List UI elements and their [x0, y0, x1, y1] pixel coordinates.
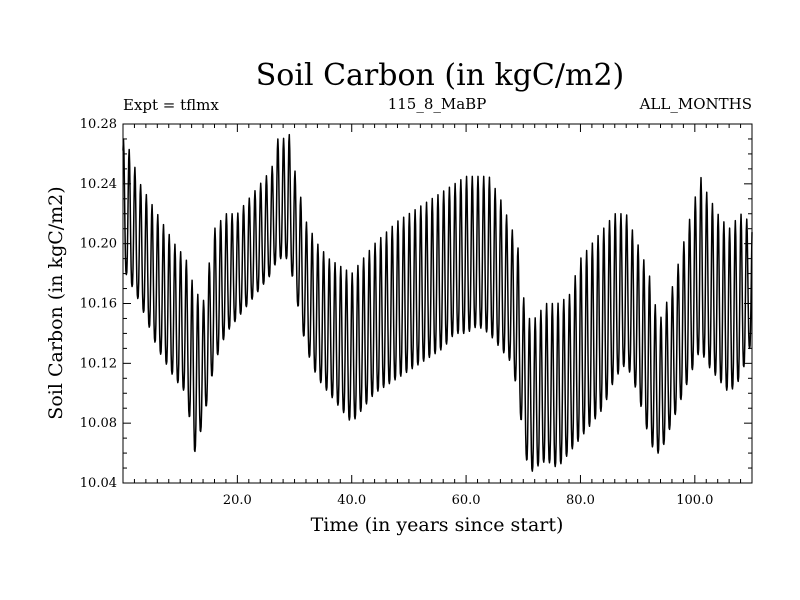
experiment-label: Expt = tflmx: [123, 96, 219, 114]
y-axis-label: Soil Carbon (in kgC/m2): [45, 186, 67, 419]
chart-title: Soil Carbon (in kgC/m2): [256, 58, 624, 93]
period-label: 115_8_MaBP: [388, 95, 487, 113]
x-tick-label: 80.0: [566, 493, 595, 508]
y-tick-label: 10.20: [80, 237, 117, 252]
x-tick-label: 20.0: [223, 493, 252, 508]
months-label: ALL_MONTHS: [639, 95, 752, 113]
plot-area: 20.0 40.0 60.0 80.0 100.0 10.0410.0810.1210.…: [80, 117, 753, 508]
x-tick-label: 40.0: [337, 493, 366, 508]
y-tick-label: 10.16: [80, 297, 117, 312]
x-tick-label: 100.0: [676, 493, 713, 508]
y-axis: 10.04 10.08 10.12 10.16 10.20 10.24 10.28: [80, 117, 752, 491]
y-tick-label: 10.28: [80, 117, 117, 132]
soil-carbon-series-line: [122, 133, 753, 472]
y-tick-label: 10.04: [80, 476, 117, 491]
x-axis: 20.0 40.0 60.0 80.0 100.0: [122, 124, 753, 508]
y-tick-label: 10.12: [80, 356, 117, 371]
x-axis-label: Time (in years since start): [311, 514, 564, 536]
y-tick-label: 10.24: [80, 177, 117, 192]
x-tick-label: 60.0: [452, 493, 481, 508]
y-tick-label: 10.08: [80, 416, 117, 431]
